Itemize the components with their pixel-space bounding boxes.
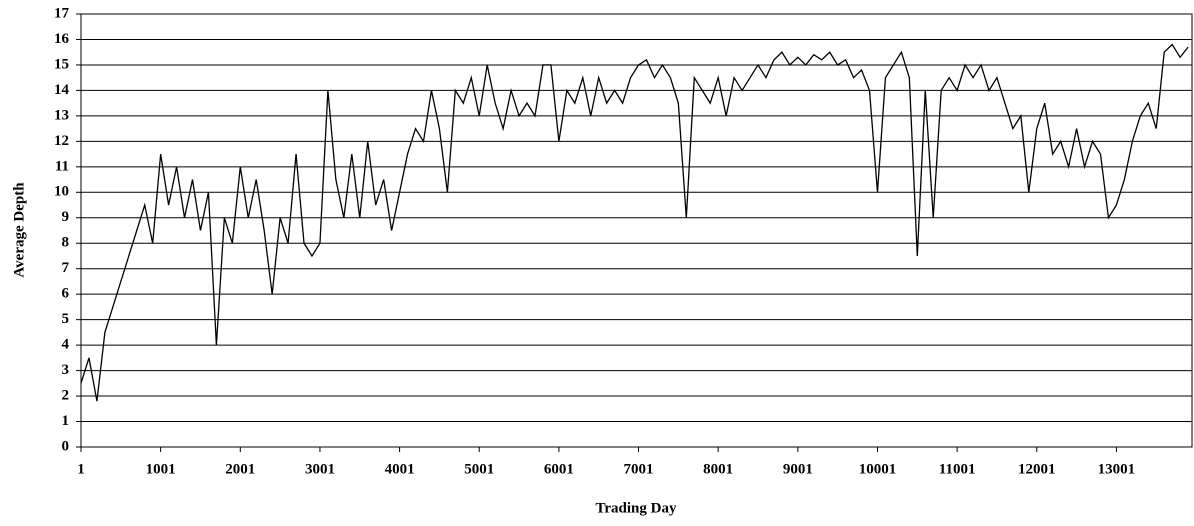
x-tick-label: 3001 xyxy=(305,461,335,477)
y-tick-label: 11 xyxy=(55,158,69,174)
x-axis-label: Trading Day xyxy=(596,500,677,516)
y-tick-label: 0 xyxy=(62,438,70,454)
y-tick-label: 17 xyxy=(54,5,70,21)
y-tick-label: 5 xyxy=(62,311,70,327)
y-tick-label: 7 xyxy=(62,260,70,276)
x-tick-label: 1001 xyxy=(146,461,176,477)
x-tick-label: 13001 xyxy=(1098,461,1136,477)
y-tick-label: 16 xyxy=(54,31,70,47)
y-tick-label: 6 xyxy=(62,286,70,302)
y-tick-label: 2 xyxy=(62,387,70,403)
y-tick-label: 1 xyxy=(62,413,70,429)
y-tick-label: 8 xyxy=(62,235,70,251)
y-tick-label: 4 xyxy=(62,337,70,353)
x-tick-label: 1 xyxy=(77,461,85,477)
y-tick-label: 12 xyxy=(54,133,69,149)
x-tick-label: 8001 xyxy=(703,461,733,477)
y-tick-label: 10 xyxy=(54,184,69,200)
x-tick-label: 4001 xyxy=(385,461,415,477)
y-tick-label: 9 xyxy=(62,209,70,225)
x-tick-label: 12001 xyxy=(1018,461,1056,477)
y-axis-label: Average Depth xyxy=(11,182,27,278)
plot-frame xyxy=(80,13,1193,448)
x-tick-label: 5001 xyxy=(464,461,494,477)
x-tick-label: 10001 xyxy=(859,461,897,477)
x-tick-label: 6001 xyxy=(544,461,574,477)
y-tick-label: 14 xyxy=(54,82,70,98)
y-tick-label: 3 xyxy=(62,362,70,378)
x-tick-label: 11001 xyxy=(939,461,976,477)
x-tick-label: 7001 xyxy=(624,461,654,477)
y-tick-label: 13 xyxy=(54,107,69,123)
y-tick-label: 15 xyxy=(54,56,69,72)
x-tick-label: 9001 xyxy=(783,461,813,477)
data-line xyxy=(80,43,1189,402)
x-tick-label: 2001 xyxy=(225,461,255,477)
